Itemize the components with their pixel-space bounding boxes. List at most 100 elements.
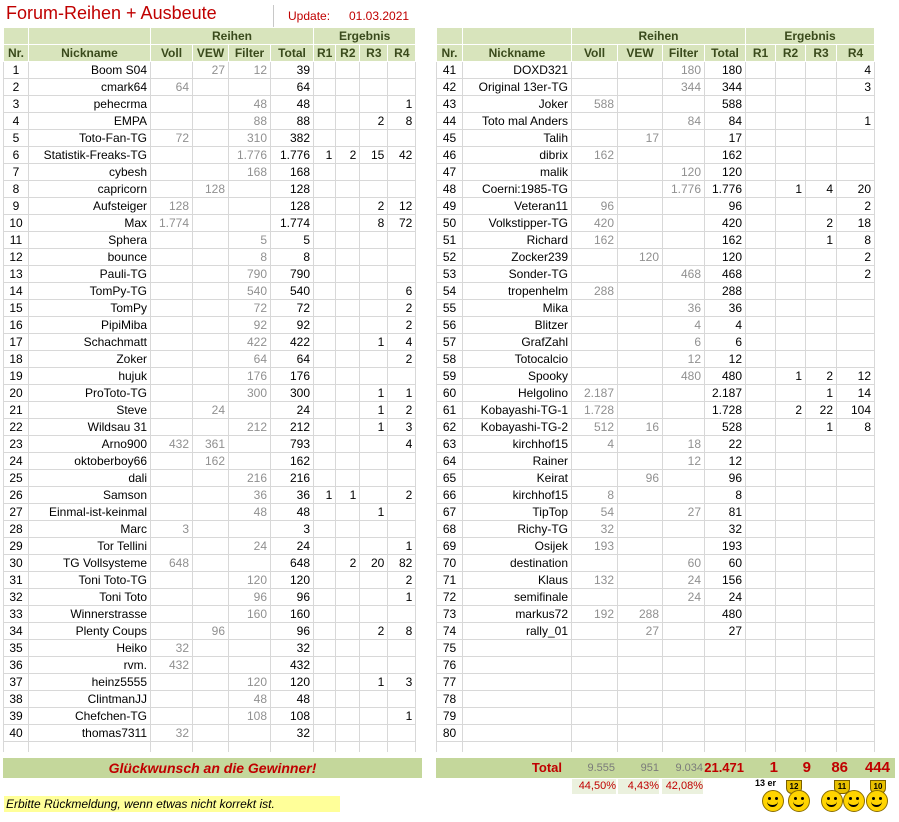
row-nickname: destination — [462, 554, 572, 572]
row-vew — [192, 673, 229, 691]
spacer-cell — [617, 741, 663, 752]
row-r2: 1 — [335, 486, 361, 504]
row-nickname: PipiMiba — [28, 316, 151, 334]
row-r3 — [805, 469, 837, 487]
row-r1 — [312, 724, 337, 742]
row-nr: 34 — [3, 622, 29, 640]
row-vew — [192, 282, 229, 300]
row-filter: 48 — [228, 503, 271, 521]
row-r3 — [805, 605, 837, 623]
row-r4 — [836, 520, 875, 538]
row-r4: 42 — [387, 146, 417, 164]
row-r1 — [312, 78, 337, 96]
row-filter: 120 — [228, 571, 271, 589]
row-vew — [617, 673, 663, 691]
row-nickname: semifinale — [462, 588, 572, 606]
row-voll: 162 — [571, 231, 618, 249]
row-r3 — [805, 707, 837, 725]
spacer-cell — [3, 741, 29, 752]
row-nickname: cybesh — [28, 163, 151, 181]
row-filter — [662, 656, 705, 674]
row-vew: 288 — [617, 605, 663, 623]
table-spacer-row — [436, 741, 875, 752]
table-row: 25 dali 216 216 — [3, 469, 417, 487]
row-nr: 80 — [436, 724, 463, 742]
row-voll: 4 — [571, 435, 618, 453]
row-nickname: TomPy-TG — [28, 282, 151, 300]
row-r1 — [745, 316, 776, 334]
row-voll — [150, 418, 193, 436]
row-r2 — [335, 384, 361, 402]
row-r4 — [836, 554, 875, 572]
row-r3 — [805, 537, 837, 555]
row-r4: 1 — [387, 537, 417, 555]
table-row: 66 kirchhof15 8 8 — [436, 486, 875, 504]
row-nickname — [462, 639, 572, 657]
row-r2 — [775, 282, 806, 300]
row-vew — [617, 571, 663, 589]
row-vew — [617, 78, 663, 96]
table-row: 52 Zocker239 120 120 2 — [436, 248, 875, 266]
row-filter: 24 — [662, 588, 705, 606]
row-nr: 12 — [3, 248, 29, 266]
row-r1 — [312, 571, 337, 589]
spacer-cell — [312, 741, 337, 752]
row-voll — [571, 452, 618, 470]
row-total: 288 — [704, 282, 746, 300]
row-filter: 18 — [662, 435, 705, 453]
row-r4 — [836, 316, 875, 334]
row-nr: 24 — [3, 452, 29, 470]
row-nr: 4 — [3, 112, 29, 130]
header-blank — [436, 27, 463, 45]
table-row: 20 ProToto-TG 300 300 1 1 — [3, 384, 417, 402]
row-voll — [571, 61, 618, 79]
row-nickname: Aufsteiger — [28, 197, 151, 215]
row-r2 — [775, 299, 806, 317]
row-r1 — [745, 265, 776, 283]
row-total: 216 — [270, 469, 314, 487]
row-nickname: Keirat — [462, 469, 572, 487]
row-voll — [150, 707, 193, 725]
row-r4: 4 — [387, 333, 417, 351]
table-row: 50 Volkstipper-TG 420 420 2 18 — [436, 214, 875, 232]
header-vew: VEW — [617, 44, 663, 62]
header-group-ergebnis: Ergebnis — [745, 27, 875, 45]
row-total: 344 — [704, 78, 746, 96]
spacer-cell — [270, 741, 314, 752]
table-row: 37 heinz5555 120 120 1 3 — [3, 673, 417, 691]
row-voll — [571, 673, 618, 691]
row-nr: 32 — [3, 588, 29, 606]
row-r2 — [775, 520, 806, 538]
row-nr: 18 — [3, 350, 29, 368]
table-row: 55 Mika 36 36 — [436, 299, 875, 317]
row-r2 — [335, 95, 361, 113]
row-total: 648 — [270, 554, 314, 572]
row-vew — [617, 112, 663, 130]
row-voll — [571, 350, 618, 368]
row-vew — [617, 163, 663, 181]
row-filter — [228, 520, 271, 538]
vew-total: 951 — [640, 762, 659, 774]
table-row: 12 bounce 8 8 — [3, 248, 417, 266]
row-r1 — [745, 588, 776, 606]
filter-percent: 42,08% — [662, 779, 703, 794]
row-r2: 2 — [335, 146, 361, 164]
row-r2 — [335, 639, 361, 657]
row-r2 — [335, 214, 361, 232]
row-vew — [617, 316, 663, 334]
row-total: 300 — [270, 384, 314, 402]
row-r3: 1 — [805, 418, 837, 436]
row-voll: 420 — [571, 214, 618, 232]
row-voll: 432 — [150, 435, 193, 453]
row-r4 — [836, 350, 875, 368]
row-voll: 96 — [571, 197, 618, 215]
row-voll: 32 — [150, 724, 193, 742]
row-nickname: Klaus — [462, 571, 572, 589]
row-vew — [192, 656, 229, 674]
row-total: 32 — [270, 639, 314, 657]
row-vew — [192, 316, 229, 334]
row-nr: 45 — [436, 129, 463, 147]
smiley-icon — [866, 790, 888, 812]
row-r3: 2 — [359, 112, 389, 130]
row-nickname: markus72 — [462, 605, 572, 623]
